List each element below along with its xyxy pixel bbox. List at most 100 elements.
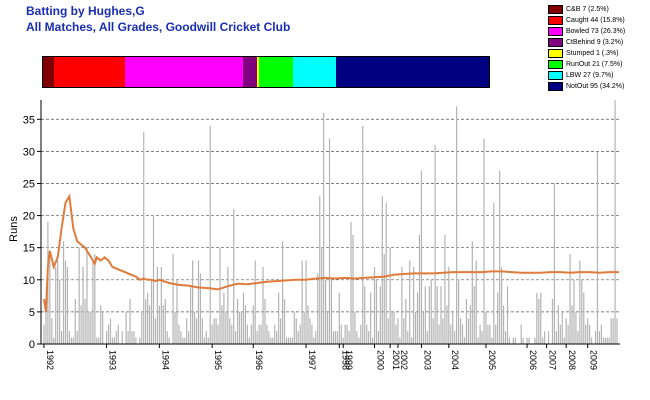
innings-bar [401,266,403,344]
legend-swatch [548,16,563,25]
innings-bar [62,241,65,344]
innings-bar [506,286,509,344]
innings-bar [184,337,186,344]
innings-bar [440,286,442,344]
innings-bar [43,324,45,344]
innings-bar [366,324,368,344]
innings-bar [403,318,405,344]
innings-bar [573,279,575,344]
innings-bar [240,311,243,344]
y-axis-label: Runs [8,216,20,242]
innings-bar [465,299,468,344]
average-line-group [43,193,619,313]
innings-bar [379,286,381,344]
innings-bar [264,299,266,344]
innings-bar [452,311,454,344]
innings-bar [254,260,256,344]
innings-bar [422,311,425,344]
innings-bar [381,196,383,344]
innings-bar [127,331,129,344]
innings-bar [577,331,579,344]
innings-bar [354,311,356,344]
innings-bar [105,331,108,344]
innings-bar [416,292,419,344]
innings-bar [215,318,217,344]
innings-bar [385,202,387,344]
innings-bar [485,311,487,344]
legend-label: RunOut 21 (7.5%) [566,61,623,68]
innings-bar [307,305,309,344]
innings-bar [147,292,149,344]
innings-bar [461,324,464,344]
innings-bar [244,305,247,344]
innings-bar [178,324,180,344]
legend-label: Caught 44 (15.8%) [566,17,625,24]
innings-bar [287,337,290,344]
x-tick-label: 1995 [213,350,223,370]
legend-label: LBW 27 (9.7%) [566,72,614,79]
innings-bar [51,318,53,344]
legend-label: Stumped 1 (.3%) [566,50,619,57]
innings-bar [340,324,342,344]
innings-bar [209,125,211,345]
innings-bar [598,331,601,344]
innings-bar [211,324,213,344]
innings-bar [309,318,311,344]
innings-bar [444,234,446,344]
innings-bar [497,292,499,344]
average-line [43,193,619,313]
innings-bar [430,279,432,344]
innings-bar [594,331,597,344]
innings-bar [426,331,428,344]
innings-bar [317,273,319,344]
innings-bar [522,337,524,344]
y-tick-label: 15 [23,243,35,255]
innings-bar [252,305,254,344]
innings-bar [391,311,393,344]
innings-bar [352,234,354,344]
x-tick-label: 2000 [376,350,386,370]
innings-bar [371,337,374,344]
legend-swatch [548,5,563,14]
innings-bar [399,337,401,344]
innings-bar [610,318,612,344]
innings-bar [121,331,123,344]
innings-bar [84,299,86,344]
innings-bar [499,170,501,344]
innings-bar [315,331,317,344]
innings-bar [280,318,282,344]
innings-bar [571,305,573,344]
x-tick-label: 1996 [254,350,264,370]
innings-bar [528,337,530,344]
innings-bar [197,260,200,344]
innings-bar [291,337,293,344]
innings-bar [78,247,80,344]
innings-bar [248,337,250,344]
innings-bar [70,337,72,344]
innings-bar [569,254,571,344]
innings-bar [213,318,215,344]
x-tick-label: 1992 [45,350,55,370]
innings-bar [590,337,593,344]
innings-bar [473,286,475,344]
innings-bar [203,337,205,344]
innings-bar [555,331,557,344]
innings-bar [616,318,618,344]
innings-bar [233,209,235,344]
innings-bar [145,299,147,344]
innings-bar [96,337,98,344]
innings-bar [501,266,503,344]
innings-bar [411,337,413,344]
legend-swatch [548,27,563,36]
legend-entry: C&B 7 (2.5%) [548,4,648,15]
innings-bar [186,318,188,344]
innings-bar [330,279,333,344]
innings-bar [409,260,411,344]
innings-bar [94,254,96,344]
innings-bar [102,311,104,344]
dismissal-segment [43,57,55,87]
x-tick-label: 1993 [108,350,118,370]
innings-bar [342,337,344,344]
